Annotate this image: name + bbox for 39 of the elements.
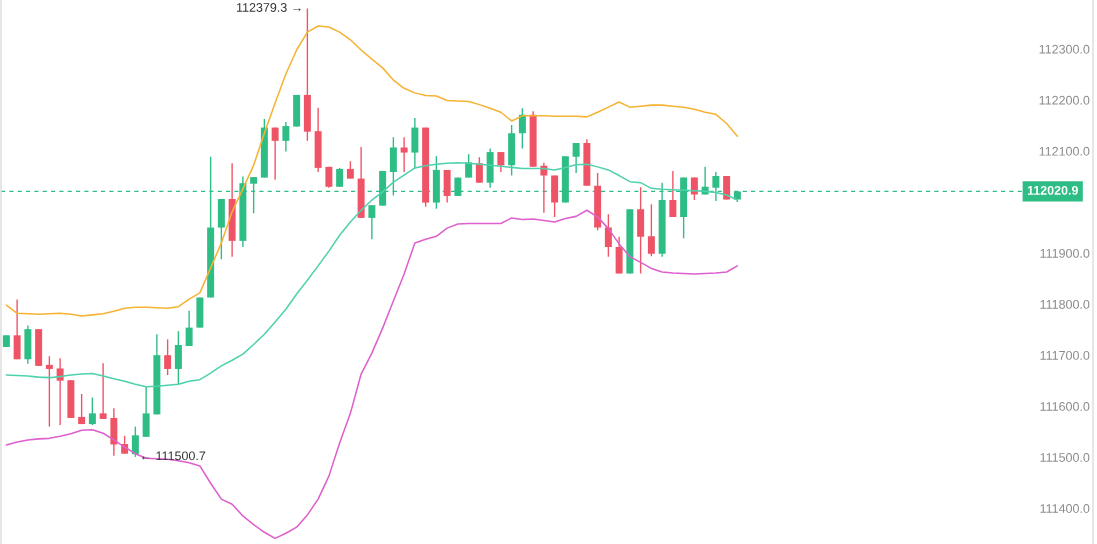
y-tick-label: 111700.0 bbox=[1040, 350, 1090, 360]
candlestick bbox=[336, 167, 344, 188]
y-tick-label: 111900.0 bbox=[1040, 248, 1090, 258]
candlestick bbox=[647, 203, 655, 257]
candlestick bbox=[282, 121, 290, 153]
candlestick bbox=[185, 310, 193, 347]
candlestick bbox=[465, 153, 473, 179]
candlestick bbox=[604, 213, 612, 258]
y-tick-label: 111500.0 bbox=[1040, 453, 1090, 462]
candlestick bbox=[723, 175, 731, 201]
candlestick bbox=[164, 338, 172, 376]
line-series bbox=[5, 25, 739, 317]
y-tick-label: 111800.0 bbox=[1040, 299, 1090, 309]
candlestick bbox=[271, 126, 279, 181]
candlestick bbox=[99, 362, 107, 420]
candlestick bbox=[56, 357, 64, 426]
candlestick bbox=[88, 396, 96, 426]
y-tick-label: 111400.0 bbox=[1040, 504, 1090, 513]
candlestick bbox=[142, 386, 150, 438]
candlestick bbox=[45, 355, 53, 428]
candlestick bbox=[669, 170, 677, 218]
y-tick-label: 112100.0 bbox=[1039, 146, 1090, 156]
candlestick bbox=[572, 142, 580, 174]
candlestick bbox=[400, 136, 408, 173]
annotation: ← 111500.7 bbox=[142, 451, 206, 461]
y-tick-label: 111600.0 bbox=[1040, 402, 1090, 411]
ref-line-label: 112020.9 bbox=[1027, 185, 1078, 195]
candlestick bbox=[368, 204, 376, 241]
candlestick bbox=[174, 330, 182, 386]
candlestick bbox=[131, 425, 139, 458]
annotation: 112379.3 → bbox=[236, 3, 301, 12]
y-tick-label: 112300.0 bbox=[1039, 44, 1090, 54]
candlestick bbox=[13, 298, 21, 360]
candlestick bbox=[540, 162, 548, 214]
candlestick bbox=[78, 393, 86, 425]
line-series bbox=[5, 209, 739, 540]
y-tick-label: 112200.0 bbox=[1039, 95, 1090, 105]
candlestick bbox=[475, 156, 483, 184]
candlestick bbox=[497, 151, 505, 173]
